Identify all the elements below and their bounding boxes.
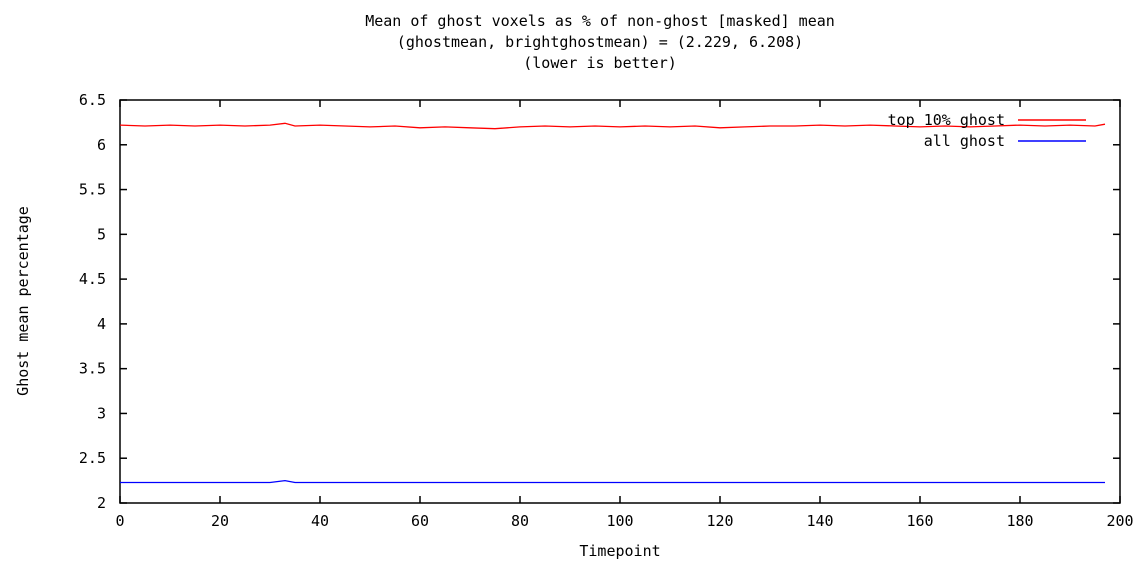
legend-entry-all-ghost: all ghost <box>924 132 1086 150</box>
legend-entry-top-10-ghost: top 10% ghost <box>888 111 1086 129</box>
y-tick-label: 6.5 <box>79 91 106 109</box>
legend-label-top-10-ghost: top 10% ghost <box>888 111 1005 129</box>
x-axis-ticks: 0 20 40 60 80 100 120 140 160 180 200 <box>115 100 1134 530</box>
chart-title-line-3: (lower is better) <box>523 54 677 72</box>
y-tick-label: 3 <box>97 404 106 422</box>
x-tick-label: 80 <box>511 512 529 530</box>
x-tick-label: 160 <box>906 512 933 530</box>
series-line-top-10-ghost <box>119 122 1106 130</box>
x-axis-label: Timepoint <box>579 542 660 560</box>
y-tick-label: 6 <box>97 136 106 154</box>
y-tick-label: 2.5 <box>79 449 106 467</box>
y-tick-label: 5 <box>97 225 106 243</box>
x-tick-label: 60 <box>411 512 429 530</box>
chart-title-line-1: Mean of ghost voxels as % of non-ghost [… <box>365 12 835 30</box>
x-tick-label: 20 <box>211 512 229 530</box>
y-axis-label: Ghost mean percentage <box>14 206 32 396</box>
x-tick-label: 100 <box>606 512 633 530</box>
y-tick-label: 5.5 <box>79 181 106 199</box>
plot-frame <box>119 99 1121 504</box>
y-tick-label: 3.5 <box>79 360 106 378</box>
x-tick-label: 120 <box>706 512 733 530</box>
series-line-all-ghost <box>120 479 1105 484</box>
legend-label-all-ghost: all ghost <box>924 132 1005 150</box>
x-tick-label: 40 <box>311 512 329 530</box>
x-tick-label: 180 <box>1006 512 1033 530</box>
x-tick-label: 200 <box>1106 512 1133 530</box>
x-tick-label: 0 <box>115 512 124 530</box>
legend: top 10% ghost all ghost <box>888 111 1086 150</box>
y-tick-label: 2 <box>97 494 106 512</box>
y-tick-label: 4.5 <box>79 270 106 288</box>
series-lines <box>119 122 1106 484</box>
x-tick-label: 140 <box>806 512 833 530</box>
chart-title-line-2: (ghostmean, brightghostmean) = (2.229, 6… <box>397 33 803 51</box>
y-axis-ticks: 2 2.5 3 3.5 4 4.5 5 5.5 6 6.5 <box>79 91 1120 512</box>
y-tick-label: 4 <box>97 315 106 333</box>
